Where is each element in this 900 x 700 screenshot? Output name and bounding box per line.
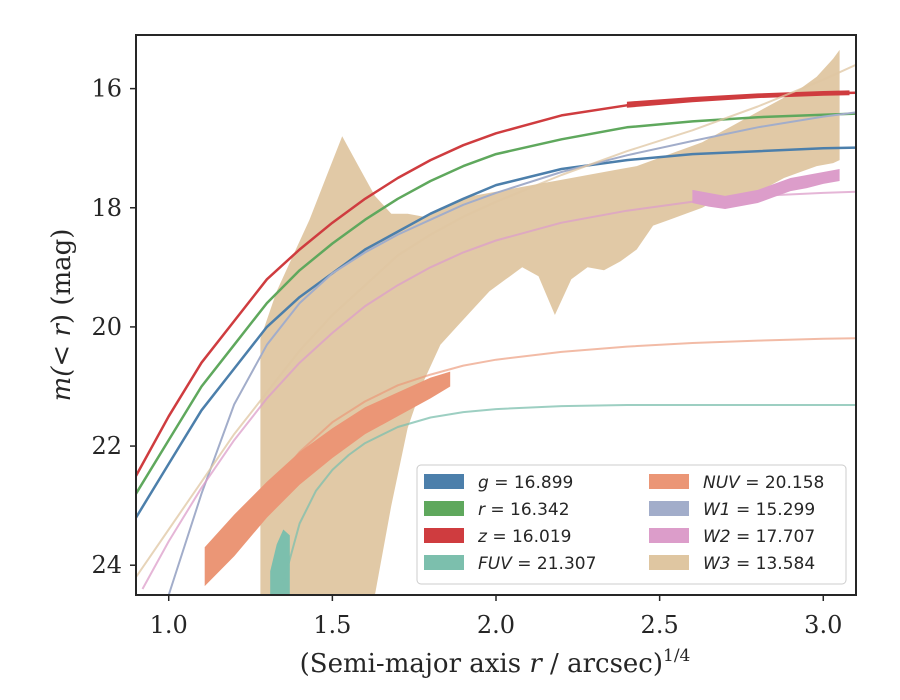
legend-label-nuv: NUV = 20.158: [703, 473, 824, 493]
legend-swatch-w3: [649, 555, 689, 570]
model-curve-w3: [136, 63, 856, 578]
model-curve-z: [136, 91, 856, 477]
x-axis-label: (Semi-major axis r / arcsec)1/4: [300, 646, 691, 679]
model-curve-w1: [167, 111, 856, 595]
x-tick-label: 3.0: [804, 611, 842, 639]
legend-swatch-w1: [649, 501, 689, 516]
y-tick-label: 22: [91, 432, 122, 460]
x-tick-label: 2.0: [477, 611, 515, 639]
band-nuv: [204, 371, 451, 587]
x-tick-label: 1.5: [313, 611, 351, 639]
x-tick-label: 1.0: [150, 611, 188, 639]
band-w3: [260, 49, 840, 595]
legend-label-fuv: FUV = 21.307: [478, 554, 596, 574]
model-curve-w2: [141, 190, 856, 590]
legend-swatch-fuv: [424, 555, 464, 570]
y-tick-label: 20: [91, 313, 122, 341]
y-tick-label: 24: [91, 551, 122, 579]
model-curve-fuv: [279, 404, 856, 595]
legend-swatch-nuv: [649, 474, 689, 489]
legend-label-w2: W2 = 17.707: [703, 527, 815, 547]
model-curve-g: [136, 146, 856, 519]
legend-label-r: r = 16.342: [478, 500, 570, 520]
y-axis-label: m(< r) (mag): [47, 229, 77, 402]
legend-swatch-r: [424, 501, 464, 516]
legend-label-g: g = 16.899: [478, 473, 573, 493]
model-curves-layer: [136, 63, 856, 595]
y-tick-label: 18: [91, 194, 122, 222]
legend-box: [416, 464, 847, 585]
legend-swatch-w2: [649, 528, 689, 543]
legend-swatch-g: [424, 474, 464, 489]
legend-label-w3: W3 = 13.584: [703, 554, 815, 574]
model-curve-r: [136, 112, 856, 495]
model-curve-nuv: [259, 337, 856, 501]
legend: g = 16.899 r = 16.342 z = 16.019 FUV = 21.3…: [416, 464, 847, 585]
y-tick-label: 16: [91, 75, 122, 103]
x-tick-label: 2.5: [641, 611, 679, 639]
legend-label-z: z = 16.019: [477, 527, 571, 547]
legend-label-w1: W1 = 15.299: [703, 500, 815, 520]
legend-swatch-z: [424, 528, 464, 543]
ticks-layer: 1.0 1.5 2.0 2.5 3.0 16 18 20 22 24: [91, 75, 842, 639]
